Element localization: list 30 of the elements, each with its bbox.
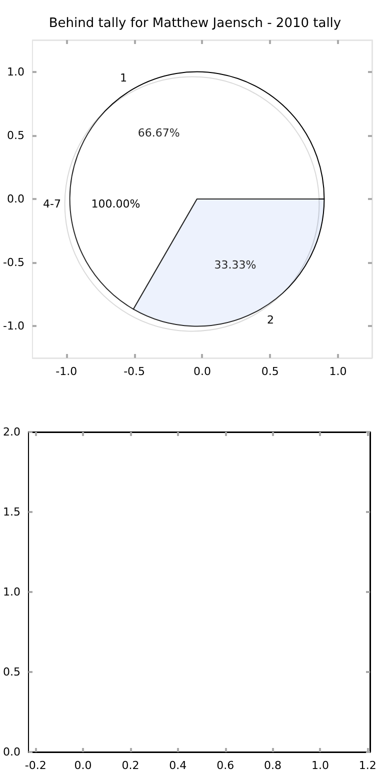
y-tick-label: 2.0 bbox=[2, 426, 20, 438]
x-tick-label: 1.0 bbox=[329, 365, 347, 378]
y-tick-label: 1.5 bbox=[2, 506, 20, 518]
chart-title: Behind tally for Matthew Jaensch - 2010 tally bbox=[48, 16, 342, 31]
x-tick-label: -1.0 bbox=[56, 365, 78, 378]
x-tick-label: 1.2 bbox=[358, 759, 376, 772]
data-label: 66.67% bbox=[138, 126, 180, 140]
slice-label: 1 bbox=[120, 71, 128, 84]
x-tick-label: 0.2 bbox=[122, 759, 140, 772]
x-tick-label: 0.5 bbox=[261, 365, 279, 378]
x-tick-label: 0.6 bbox=[216, 759, 234, 772]
y-tick-label: -0.5 bbox=[2, 256, 24, 270]
x-tick-label: 0.8 bbox=[264, 759, 282, 772]
data-label: 100.00% bbox=[91, 198, 140, 210]
x-tick-label: -0.2 bbox=[24, 759, 46, 772]
x-tick-label: -0.5 bbox=[124, 365, 146, 378]
y-tick-label: -1.0 bbox=[2, 320, 24, 333]
y-tick-label: 0.5 bbox=[6, 128, 24, 142]
data-label: 33.33% bbox=[214, 258, 256, 272]
y-tick-label: 1.0 bbox=[2, 586, 20, 598]
y-tick-label: 0.0 bbox=[6, 192, 24, 206]
x-tick-label: 1.0 bbox=[311, 759, 329, 772]
x-tick-label: 0.0 bbox=[74, 759, 92, 772]
x-tick-label: 0.4 bbox=[169, 759, 187, 772]
y-tick-label: 0.0 bbox=[2, 746, 20, 758]
slice-label: 2 bbox=[266, 314, 274, 327]
x-tick-label: 0.0 bbox=[193, 365, 211, 378]
y-tick-label: 0.5 bbox=[2, 666, 20, 678]
y-tick-label: 1.0 bbox=[6, 65, 24, 78]
slice-label: 4-7 bbox=[43, 198, 61, 210]
